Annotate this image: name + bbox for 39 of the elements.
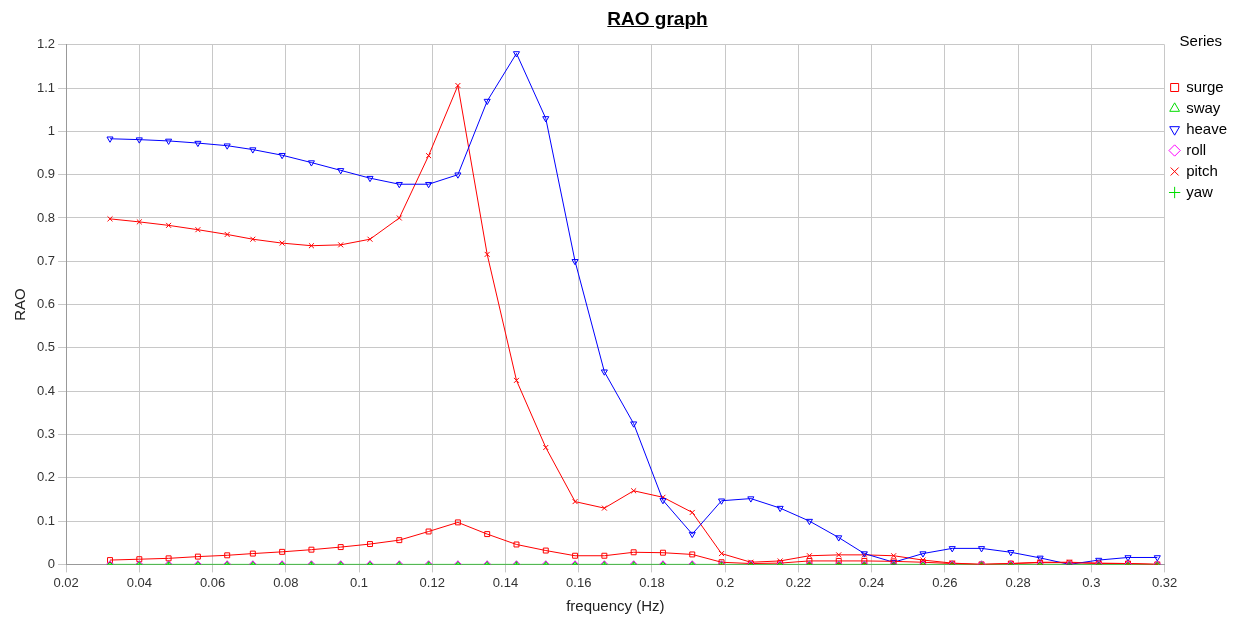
x-tick-label: 0.08 (273, 574, 299, 590)
x-tick-label: 0.16 (566, 574, 592, 590)
x-tick-label: 0.02 (53, 574, 79, 590)
x-tick-label: 0.3 (1082, 574, 1101, 590)
y-tick-label: 0.3 (36, 426, 56, 442)
x-tick-label: 0.12 (419, 574, 445, 590)
legend-label: yaw (1186, 182, 1213, 200)
x-tick-label: 0.04 (126, 574, 152, 590)
legend-label: pitch (1186, 161, 1218, 179)
y-axis-title: RAO (11, 288, 29, 321)
legend-label: sway (1186, 98, 1221, 116)
y-tick-label: 0.2 (36, 469, 56, 485)
legend-label: roll (1186, 140, 1207, 158)
y-tick-label: 1.1 (36, 79, 56, 95)
x-tick-label: 0.28 (1005, 574, 1031, 590)
y-tick-label: 0.4 (36, 382, 56, 398)
y-tick-label: 0.5 (36, 339, 56, 355)
x-tick-label: 0.24 (859, 574, 885, 590)
x-tick-label: 0.22 (785, 574, 812, 590)
x-tick-label: 0.32 (1151, 574, 1178, 590)
y-tick-label: 1 (47, 122, 56, 138)
y-tick-label: 0.7 (36, 252, 56, 268)
y-tick-label: 0.1 (36, 512, 56, 528)
legend-label: heave (1186, 119, 1228, 137)
x-axis-title: frequency (Hz) (566, 597, 665, 615)
x-tick-label: 0.2 (716, 574, 735, 590)
x-tick-label: 0.18 (639, 574, 665, 590)
x-tick-label: 0.26 (932, 574, 958, 590)
y-tick-label: 0.8 (36, 209, 56, 225)
chart-title: RAO graph (607, 8, 708, 29)
legend-title: Series (1179, 31, 1223, 49)
y-tick-label: 1.2 (36, 36, 56, 52)
x-tick-label: 0.1 (349, 574, 369, 590)
y-tick-label: 0 (47, 555, 56, 571)
x-tick-label: 0.06 (199, 574, 226, 590)
y-tick-label: 0.9 (36, 166, 56, 182)
x-tick-label: 0.14 (492, 574, 519, 590)
y-tick-label: 0.6 (36, 296, 56, 312)
legend-label: surge (1186, 77, 1224, 95)
